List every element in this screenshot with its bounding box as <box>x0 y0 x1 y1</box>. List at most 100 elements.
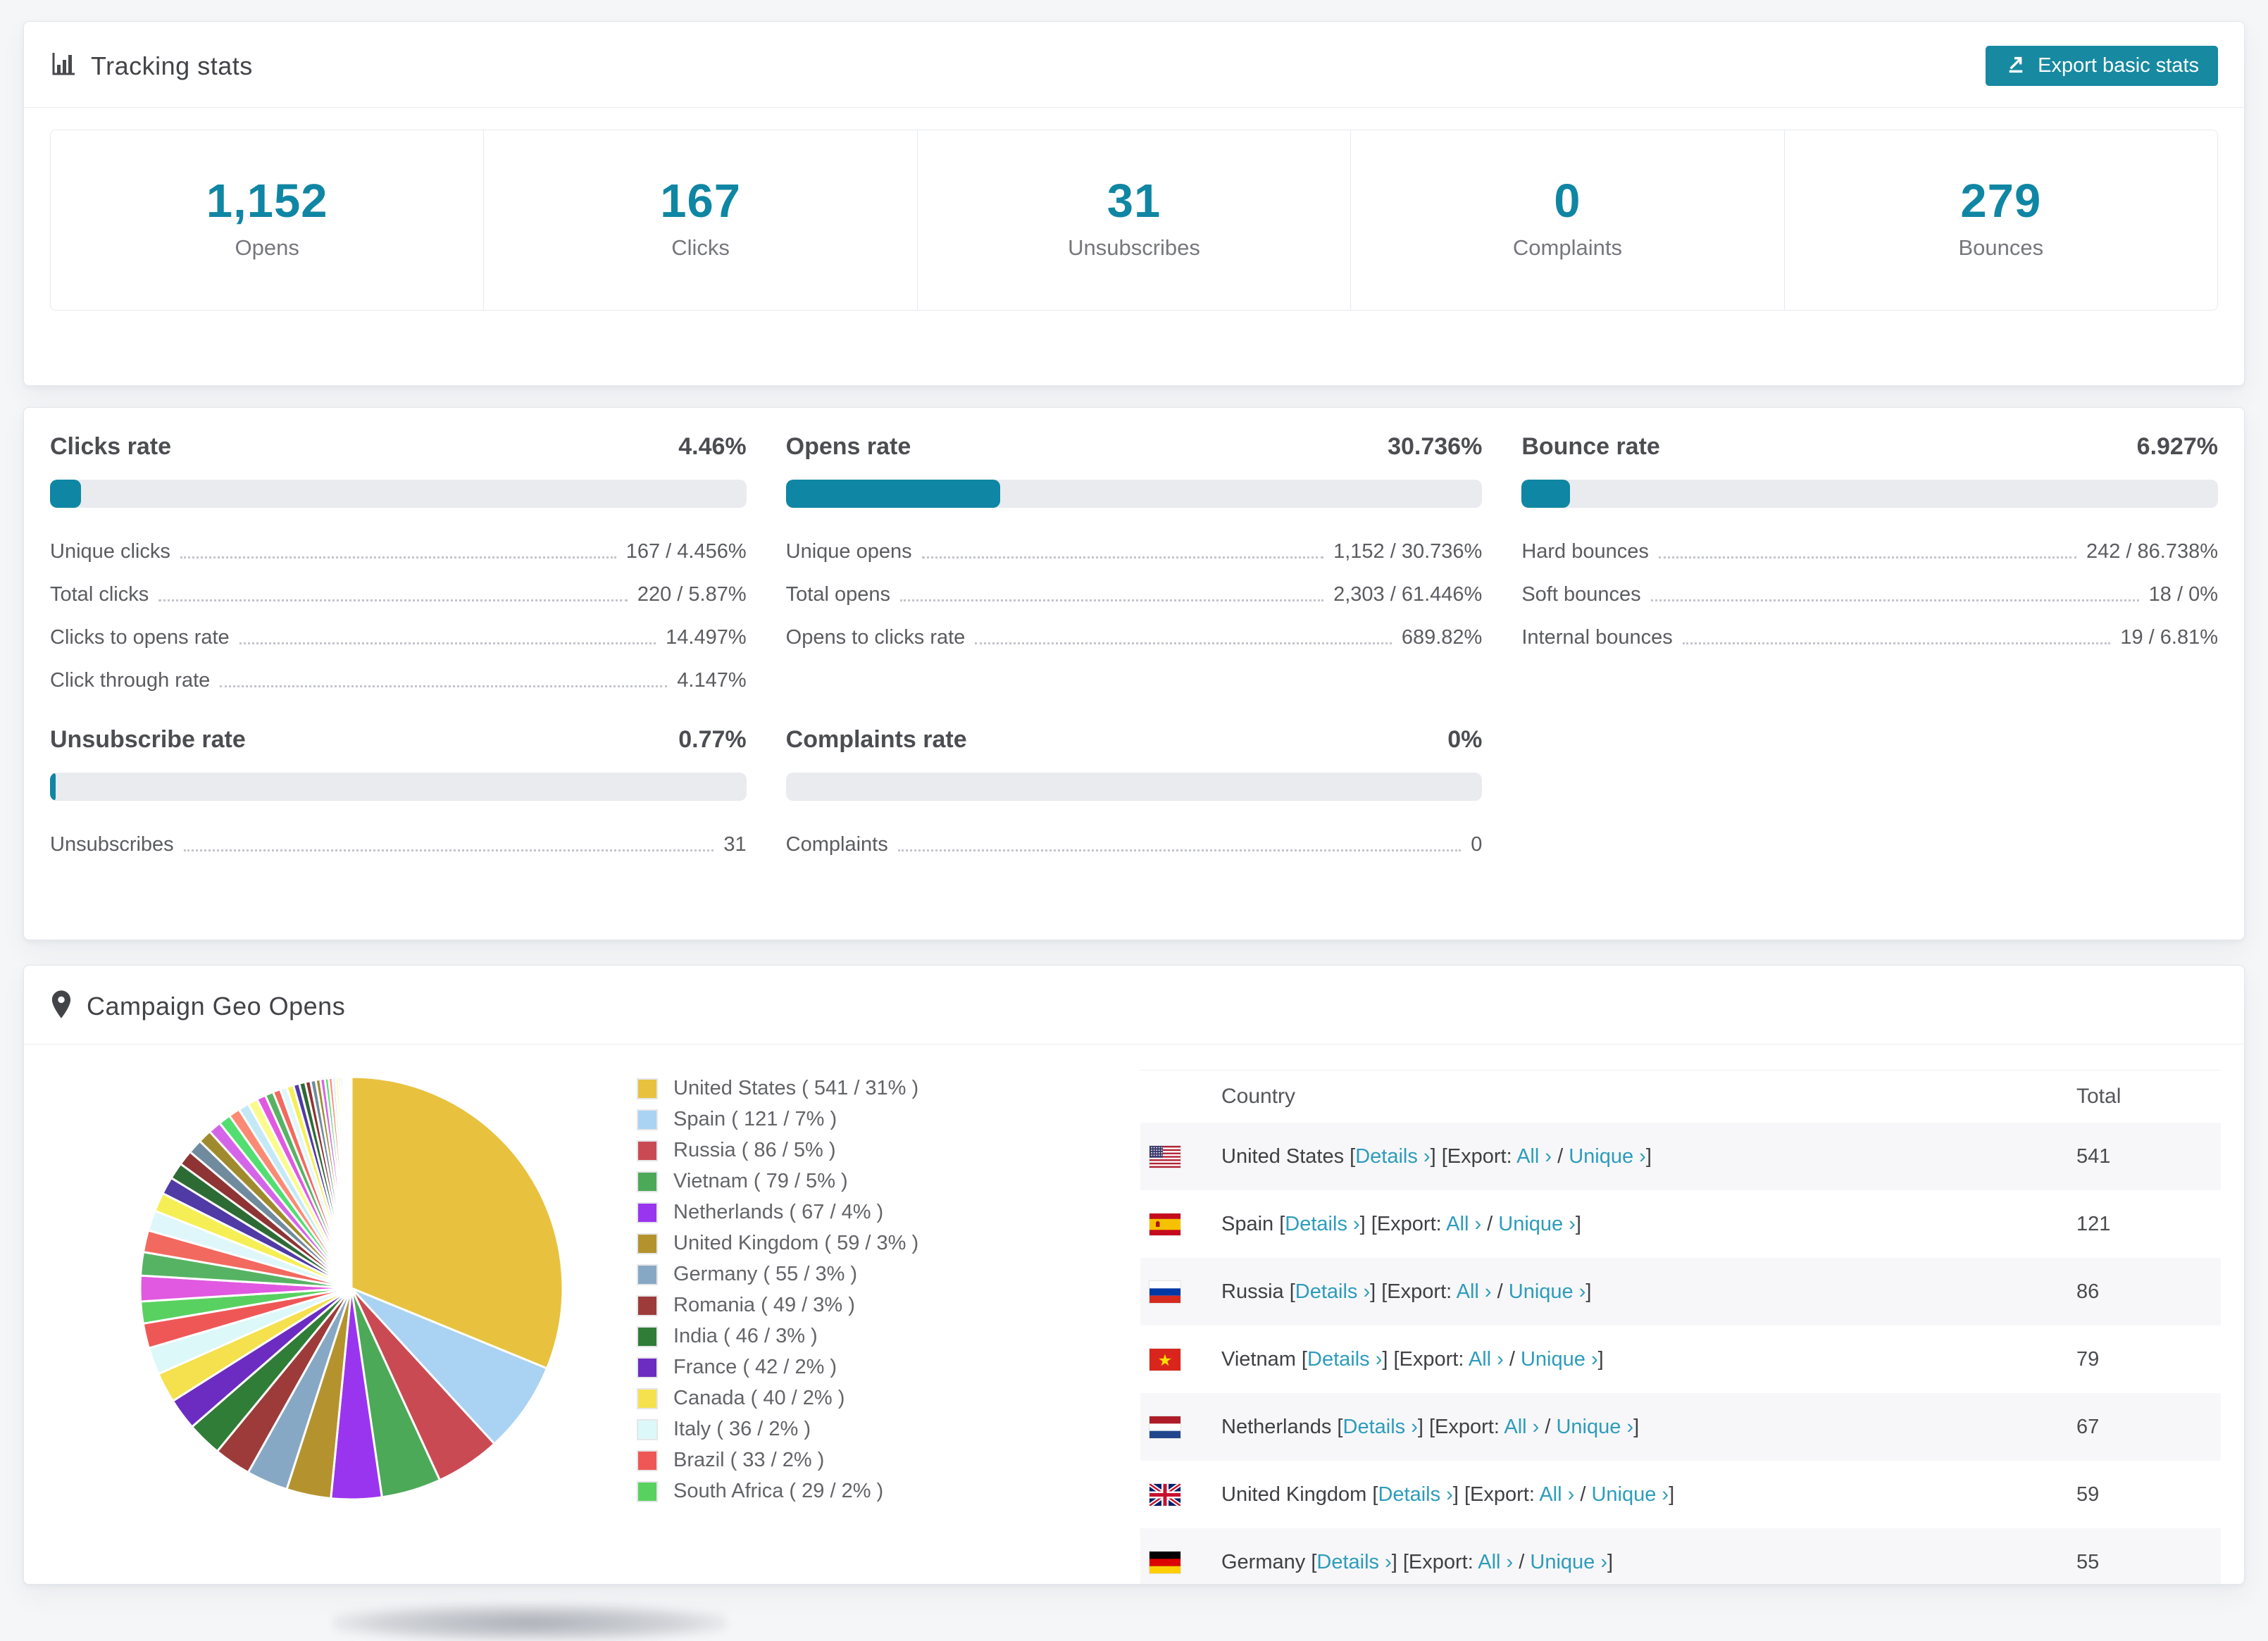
export-icon <box>2005 52 2027 80</box>
bracket-text: [ <box>1366 1483 1378 1506</box>
details-link[interactable]: Details › <box>1316 1550 1392 1573</box>
progress-bar <box>785 480 1483 508</box>
rate-value: 0.77% <box>678 726 747 753</box>
tracking-stats-panel: Tracking stats Export basic stats 1,152 O… <box>23 21 2245 386</box>
legend-item: Romania ( 49 / 3% ) <box>637 1294 1091 1317</box>
country-cell: Germany [Details ›] [Export: All › / Uni… <box>1221 1551 2076 1574</box>
legend-item: Vietnam ( 79 / 5% ) <box>637 1170 1091 1193</box>
country-cell: United Kingdom [Details ›] [Export: All … <box>1221 1483 2076 1506</box>
stat-value: 0 <box>1554 175 1581 227</box>
country-total: 86 <box>2076 1280 2100 1303</box>
bracket-text: ] [Export: <box>1452 1483 1540 1506</box>
dotted-leader <box>239 642 656 644</box>
progress-fill <box>50 480 82 508</box>
rate-detail-label: Unique opens <box>785 540 912 563</box>
flag-es-icon <box>1149 1212 1181 1236</box>
table-row-nl: Netherlands [Details ›] [Export: All › /… <box>1140 1393 2221 1461</box>
rate-head: Opens rate 30.736% <box>786 433 1483 461</box>
horizontal-scrollbar-thumb[interactable] <box>332 1604 727 1641</box>
rate-detail-row: Clicks to opens rate 14.497% <box>50 626 747 649</box>
bracket-text: ] <box>1585 1280 1592 1303</box>
legend-item: United Kingdom ( 59 / 3% ) <box>637 1232 1091 1255</box>
rate-head: Complaints rate 0% <box>786 726 1483 754</box>
rate-detail-label: Total opens <box>785 583 890 606</box>
country-total: 55 <box>2076 1550 2100 1573</box>
legend-swatch <box>637 1480 658 1502</box>
legend-item: Brazil ( 33 / 2% ) <box>637 1449 1091 1472</box>
details-link[interactable]: Details › <box>1342 1415 1418 1438</box>
rate-detail-value: 220 / 5.87% <box>637 583 747 606</box>
bracket-text: / <box>1481 1212 1499 1235</box>
bracket-text: ] <box>1575 1212 1581 1235</box>
dotted-leader <box>1650 599 2139 601</box>
country-name: United Kingdom <box>1221 1483 1367 1506</box>
pie-slice-united-states[interactable] <box>350 1075 564 1370</box>
bracket-text: ] [Export: <box>1430 1144 1517 1168</box>
legend-label: Romania ( 49 / 3% ) <box>673 1294 855 1316</box>
rate-detail-rows: Complaints 0 <box>786 833 1483 856</box>
export-all-link[interactable]: All › <box>1446 1212 1482 1235</box>
dotted-leader <box>158 599 628 601</box>
bracket-text: [ <box>1331 1415 1343 1438</box>
country-name: Netherlands <box>1221 1415 1332 1438</box>
rate-title: Unsubscribe rate <box>50 726 246 753</box>
export-unique-link[interactable]: Unique › <box>1498 1212 1576 1235</box>
country-cell: Spain [Details ›] [Export: All › / Uniqu… <box>1221 1213 2076 1236</box>
bracket-text: [ <box>1273 1212 1285 1235</box>
legend-label: United Kingdom ( 59 / 3% ) <box>673 1232 919 1254</box>
stat-label: Unsubscribes <box>1068 235 1200 260</box>
progress-bar <box>50 480 747 508</box>
dotted-leader <box>921 556 1324 559</box>
bracket-text: / <box>1574 1483 1592 1506</box>
legend-item: South Africa ( 29 / 2% ) <box>637 1480 1091 1503</box>
details-link[interactable]: Details › <box>1355 1144 1431 1168</box>
country-name: Russia <box>1221 1280 1284 1303</box>
details-link[interactable]: Details › <box>1285 1212 1360 1235</box>
legend-swatch <box>637 1171 658 1192</box>
country-total: 121 <box>2076 1212 2111 1235</box>
geo-table: Country Total United States [Details ›] … <box>1140 1070 2221 1584</box>
legend-label: Spain ( 121 / 7% ) <box>673 1108 837 1130</box>
rate-detail-rows: Unique clicks 167 / 4.456% Total clicks 220… <box>50 540 747 692</box>
export-unique-link[interactable]: Unique › <box>1530 1550 1607 1573</box>
geo-table-header: Country Total <box>1140 1071 2221 1123</box>
pie-slice-spain[interactable] <box>350 1287 549 1445</box>
export-unique-link[interactable]: Unique › <box>1520 1347 1598 1371</box>
export-all-link[interactable]: All › <box>1456 1280 1492 1303</box>
flag-gb-icon <box>1148 1481 1182 1508</box>
export-all-link[interactable]: All › <box>1468 1347 1504 1371</box>
rate-detail-value: 2,303 / 61.446% <box>1333 583 1483 606</box>
export-unique-link[interactable]: Unique › <box>1556 1415 1634 1438</box>
details-link[interactable]: Details › <box>1378 1483 1453 1506</box>
bracket-text: ] [Export: <box>1382 1347 1469 1371</box>
country-cell: Vietnam [Details ›] [Export: All › / Uni… <box>1221 1348 2076 1371</box>
flag-ru-icon <box>1149 1280 1181 1304</box>
rate-head: Unsubscribe rate 0.77% <box>50 726 747 754</box>
export-all-link[interactable]: All › <box>1504 1415 1540 1438</box>
rate-detail-row: Complaints 0 <box>786 833 1483 856</box>
rate-head: Clicks rate 4.46% <box>50 433 747 461</box>
legend-label: United States ( 541 / 31% ) <box>673 1077 919 1099</box>
export-unique-link[interactable]: Unique › <box>1508 1280 1586 1303</box>
export-all-link[interactable]: All › <box>1539 1483 1575 1506</box>
export-basic-stats-button[interactable]: Export basic stats <box>1986 46 2218 86</box>
export-unique-link[interactable]: Unique › <box>1569 1144 1646 1168</box>
legend-item: United States ( 541 / 31% ) <box>637 1077 1091 1100</box>
stat-value: 279 <box>1960 175 2042 227</box>
legend-swatch <box>637 1449 658 1471</box>
export-unique-link[interactable]: Unique › <box>1591 1483 1669 1506</box>
table-row-ru: Russia [Details ›] [Export: All › / Uniq… <box>1140 1258 2221 1325</box>
rate-detail-value: 1,152 / 30.736% <box>1333 540 1483 563</box>
details-link[interactable]: Details › <box>1295 1280 1371 1303</box>
legend-label: Italy ( 36 / 2% ) <box>673 1418 811 1440</box>
export-all-link[interactable]: All › <box>1478 1550 1514 1573</box>
details-link[interactable]: Details › <box>1307 1347 1383 1371</box>
bracket-text: [ <box>1283 1280 1295 1303</box>
rate-detail-label: Click through rate <box>50 669 211 692</box>
dotted-leader <box>183 849 714 851</box>
legend-swatch <box>637 1387 658 1409</box>
legend-swatch <box>637 1356 658 1378</box>
export-all-link[interactable]: All › <box>1516 1144 1552 1168</box>
flag-de-icon <box>1149 1550 1181 1574</box>
geo-legend: United States ( 541 / 31% ) Spain ( 121 /… <box>637 1070 1091 1511</box>
